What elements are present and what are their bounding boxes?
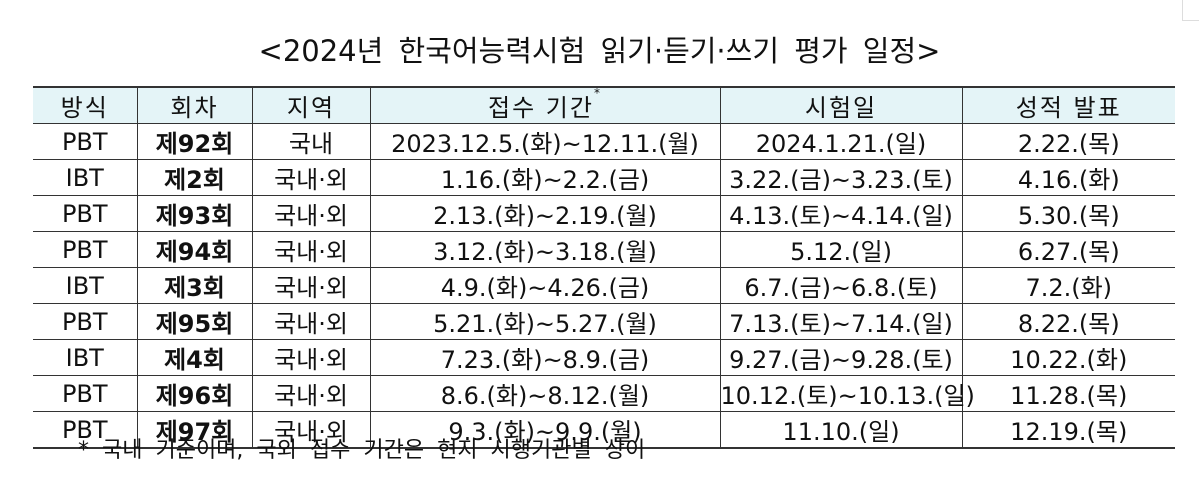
cell-registration: 3.12.(화)~3.18.(월) — [369, 231, 721, 268]
cell-region: 국내·외 — [251, 375, 371, 412]
cell-results: 4.16.(화) — [961, 159, 1175, 196]
header-exam-date: 시험일 — [719, 86, 963, 124]
cell-region: 국내·외 — [251, 339, 371, 376]
cell-method: PBT — [33, 123, 138, 160]
cell-registration: 8.6.(화)~8.12.(월) — [369, 375, 721, 412]
cell-exam-date: 9.27.(금)~9.28.(토) — [719, 339, 963, 376]
table-row: PBT 제93회 국내·외 2.13.(화)~2.19.(월) 4.13.(토)~4.1… — [33, 195, 1175, 232]
cell-method: PBT — [33, 231, 138, 268]
header-registration: 접수 기간* — [369, 86, 721, 124]
table-row: PBT 제94회 국내·외 3.12.(화)~3.18.(월) 5.12.(일) 6.27… — [33, 231, 1175, 268]
cell-round: 제96회 — [136, 375, 253, 412]
page-title: <2024년 한국어능력시험 읽기·듣기·쓰기 평가 일정> — [258, 34, 941, 68]
header-region: 지역 — [251, 86, 371, 124]
cell-round: 제94회 — [136, 231, 253, 268]
cell-region: 국내 — [251, 123, 371, 160]
cell-method: PBT — [33, 195, 138, 232]
table-header-row: 방식 회차 지역 접수 기간* 시험일 성적 발표 — [33, 86, 1175, 124]
cell-method: IBT — [33, 267, 138, 304]
table-row: PBT 제92회 국내 2023.12.5.(화)~12.11.(월) 2024.1.2… — [33, 123, 1175, 160]
cell-round: 제93회 — [136, 195, 253, 232]
cell-results: 12.19.(목) — [961, 411, 1175, 449]
header-method: 방식 — [33, 86, 138, 124]
cell-method: PBT — [33, 375, 138, 412]
cell-results: 10.22.(화) — [961, 339, 1175, 376]
cell-region: 국내·외 — [251, 195, 371, 232]
cell-registration: 4.9.(화)~4.26.(금) — [369, 267, 721, 304]
cell-results: 8.22.(목) — [961, 303, 1175, 340]
cell-method: IBT — [33, 159, 138, 196]
cell-exam-date: 11.10.(일) — [719, 411, 963, 449]
cell-method: PBT — [33, 303, 138, 340]
cell-method: PBT — [33, 411, 138, 449]
footnote-mark: * — [593, 86, 602, 100]
cell-region: 국내·외 — [251, 267, 371, 304]
cell-exam-date: 3.22.(금)~3.23.(토) — [719, 159, 963, 196]
cell-results: 6.27.(목) — [961, 231, 1175, 268]
header-round: 회차 — [136, 86, 253, 124]
cell-exam-date: 4.13.(토)~4.14.(일) — [719, 195, 963, 232]
table-row: IBT 제3회 국내·외 4.9.(화)~4.26.(금) 6.7.(금)~6.8.(토… — [33, 267, 1175, 304]
cell-exam-date: 10.12.(토)~10.13.(일) — [719, 375, 975, 412]
cell-region: 국내·외 — [251, 231, 371, 268]
cell-exam-date: 7.13.(토)~7.14.(일) — [719, 303, 963, 340]
table-row: IBT 제2회 국내·외 1.16.(화)~2.2.(금) 3.22.(금)~3.23.… — [33, 159, 1175, 196]
cell-exam-date: 2024.1.21.(일) — [719, 123, 963, 160]
cell-round: 제92회 — [136, 123, 253, 160]
table-row: IBT 제4회 국내·외 7.23.(화)~8.9.(금) 9.27.(금)~9.28.… — [33, 339, 1175, 376]
cell-results: 2.22.(목) — [961, 123, 1175, 160]
cell-exam-date: 6.7.(금)~6.8.(토) — [719, 267, 963, 304]
cell-results: 5.30.(목) — [961, 195, 1175, 232]
table-row: PBT 제97회 국내·외 9.3.(화)~9.9.(월) 11.10.(일) 12.19… — [33, 411, 1175, 449]
cell-registration: 7.23.(화)~8.9.(금) — [369, 339, 721, 376]
schedule-table: 방식 회차 지역 접수 기간* 시험일 성적 발표 PBT 제92회 국내 2023.… — [33, 86, 1175, 449]
table-row: PBT 제96회 국내·외 8.6.(화)~8.12.(월) 10.12.(토)~10.… — [33, 375, 1175, 412]
cell-round: 제2회 — [136, 159, 253, 196]
cell-region: 국내·외 — [251, 411, 371, 449]
cell-registration: 9.3.(화)~9.9.(월) — [369, 411, 721, 449]
footnote: * 국내 기준이며, 국외 접수 기간은 현지 시행기관별 상이 — [78, 438, 646, 463]
table-row: PBT 제95회 국내·외 5.21.(화)~5.27.(월) 7.13.(토)~7.1… — [33, 303, 1175, 340]
cell-registration: 2.13.(화)~2.19.(월) — [369, 195, 721, 232]
cell-exam-date: 5.12.(일) — [719, 231, 963, 268]
page-corner-mark — [1182, 0, 1199, 21]
header-results: 성적 발표 — [961, 86, 1175, 124]
cell-round: 제95회 — [136, 303, 253, 340]
cell-registration: 5.21.(화)~5.27.(월) — [369, 303, 721, 340]
cell-results: 11.28.(목) — [961, 375, 1175, 412]
cell-region: 국내·외 — [251, 159, 371, 196]
header-registration-label: 접수 기간 — [488, 94, 594, 122]
cell-round: 제4회 — [136, 339, 253, 376]
cell-registration: 2023.12.5.(화)~12.11.(월) — [369, 123, 721, 160]
cell-round: 제97회 — [136, 411, 253, 449]
cell-results: 7.2.(화) — [961, 267, 1175, 304]
cell-registration: 1.16.(화)~2.2.(금) — [369, 159, 721, 196]
cell-method: IBT — [33, 339, 138, 376]
cell-round: 제3회 — [136, 267, 253, 304]
cell-region: 국내·외 — [251, 303, 371, 340]
